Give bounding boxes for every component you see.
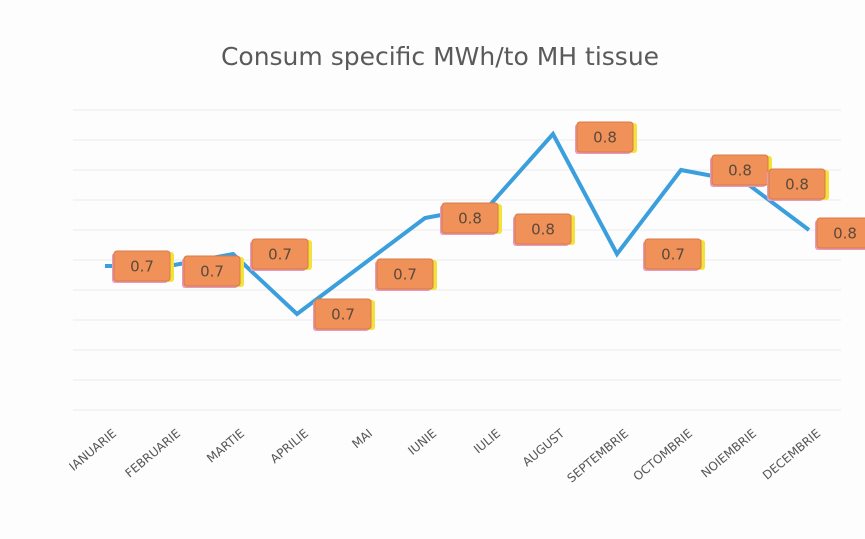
label-box xyxy=(183,255,241,287)
data-label: 0.7 xyxy=(112,250,174,283)
label-box xyxy=(514,213,572,245)
label-box xyxy=(711,154,769,186)
data-label-text: 0.8 xyxy=(728,162,752,180)
data-label: 0.7 xyxy=(182,255,244,288)
data-label: 0.8 xyxy=(767,168,829,201)
label-box xyxy=(441,202,499,234)
data-label: 0.8 xyxy=(575,121,637,154)
data-label-text: 0.8 xyxy=(458,210,482,228)
data-label: 0.7 xyxy=(250,238,312,271)
label-box xyxy=(644,238,702,270)
data-label: 0.8 xyxy=(440,202,502,235)
data-label: 0.7 xyxy=(375,258,437,291)
data-label: 0.7 xyxy=(643,238,705,271)
chart-title: Consum specific MWh/to MH tissue xyxy=(221,42,659,71)
data-label-text: 0.7 xyxy=(268,246,292,264)
data-label-text: 0.7 xyxy=(130,258,154,276)
data-label-text: 0.8 xyxy=(531,221,555,239)
data-label-text: 0.7 xyxy=(661,246,685,264)
data-label-text: 0.7 xyxy=(393,266,417,284)
data-label-text: 0.7 xyxy=(331,306,355,324)
data-label-text: 0.8 xyxy=(785,176,809,194)
label-box xyxy=(816,217,865,249)
data-label: 0.8 xyxy=(815,217,865,250)
label-box xyxy=(113,250,171,282)
data-label-text: 0.7 xyxy=(200,263,224,281)
data-label: 0.8 xyxy=(513,213,575,246)
data-label: 0.7 xyxy=(313,298,375,331)
data-label-text: 0.8 xyxy=(593,129,617,147)
data-label: 0.8 xyxy=(710,154,772,187)
label-box xyxy=(576,121,634,153)
label-box xyxy=(768,168,826,200)
label-box xyxy=(251,238,309,270)
data-label-text: 0.8 xyxy=(833,225,857,243)
label-box xyxy=(314,298,372,330)
label-box xyxy=(376,258,434,290)
